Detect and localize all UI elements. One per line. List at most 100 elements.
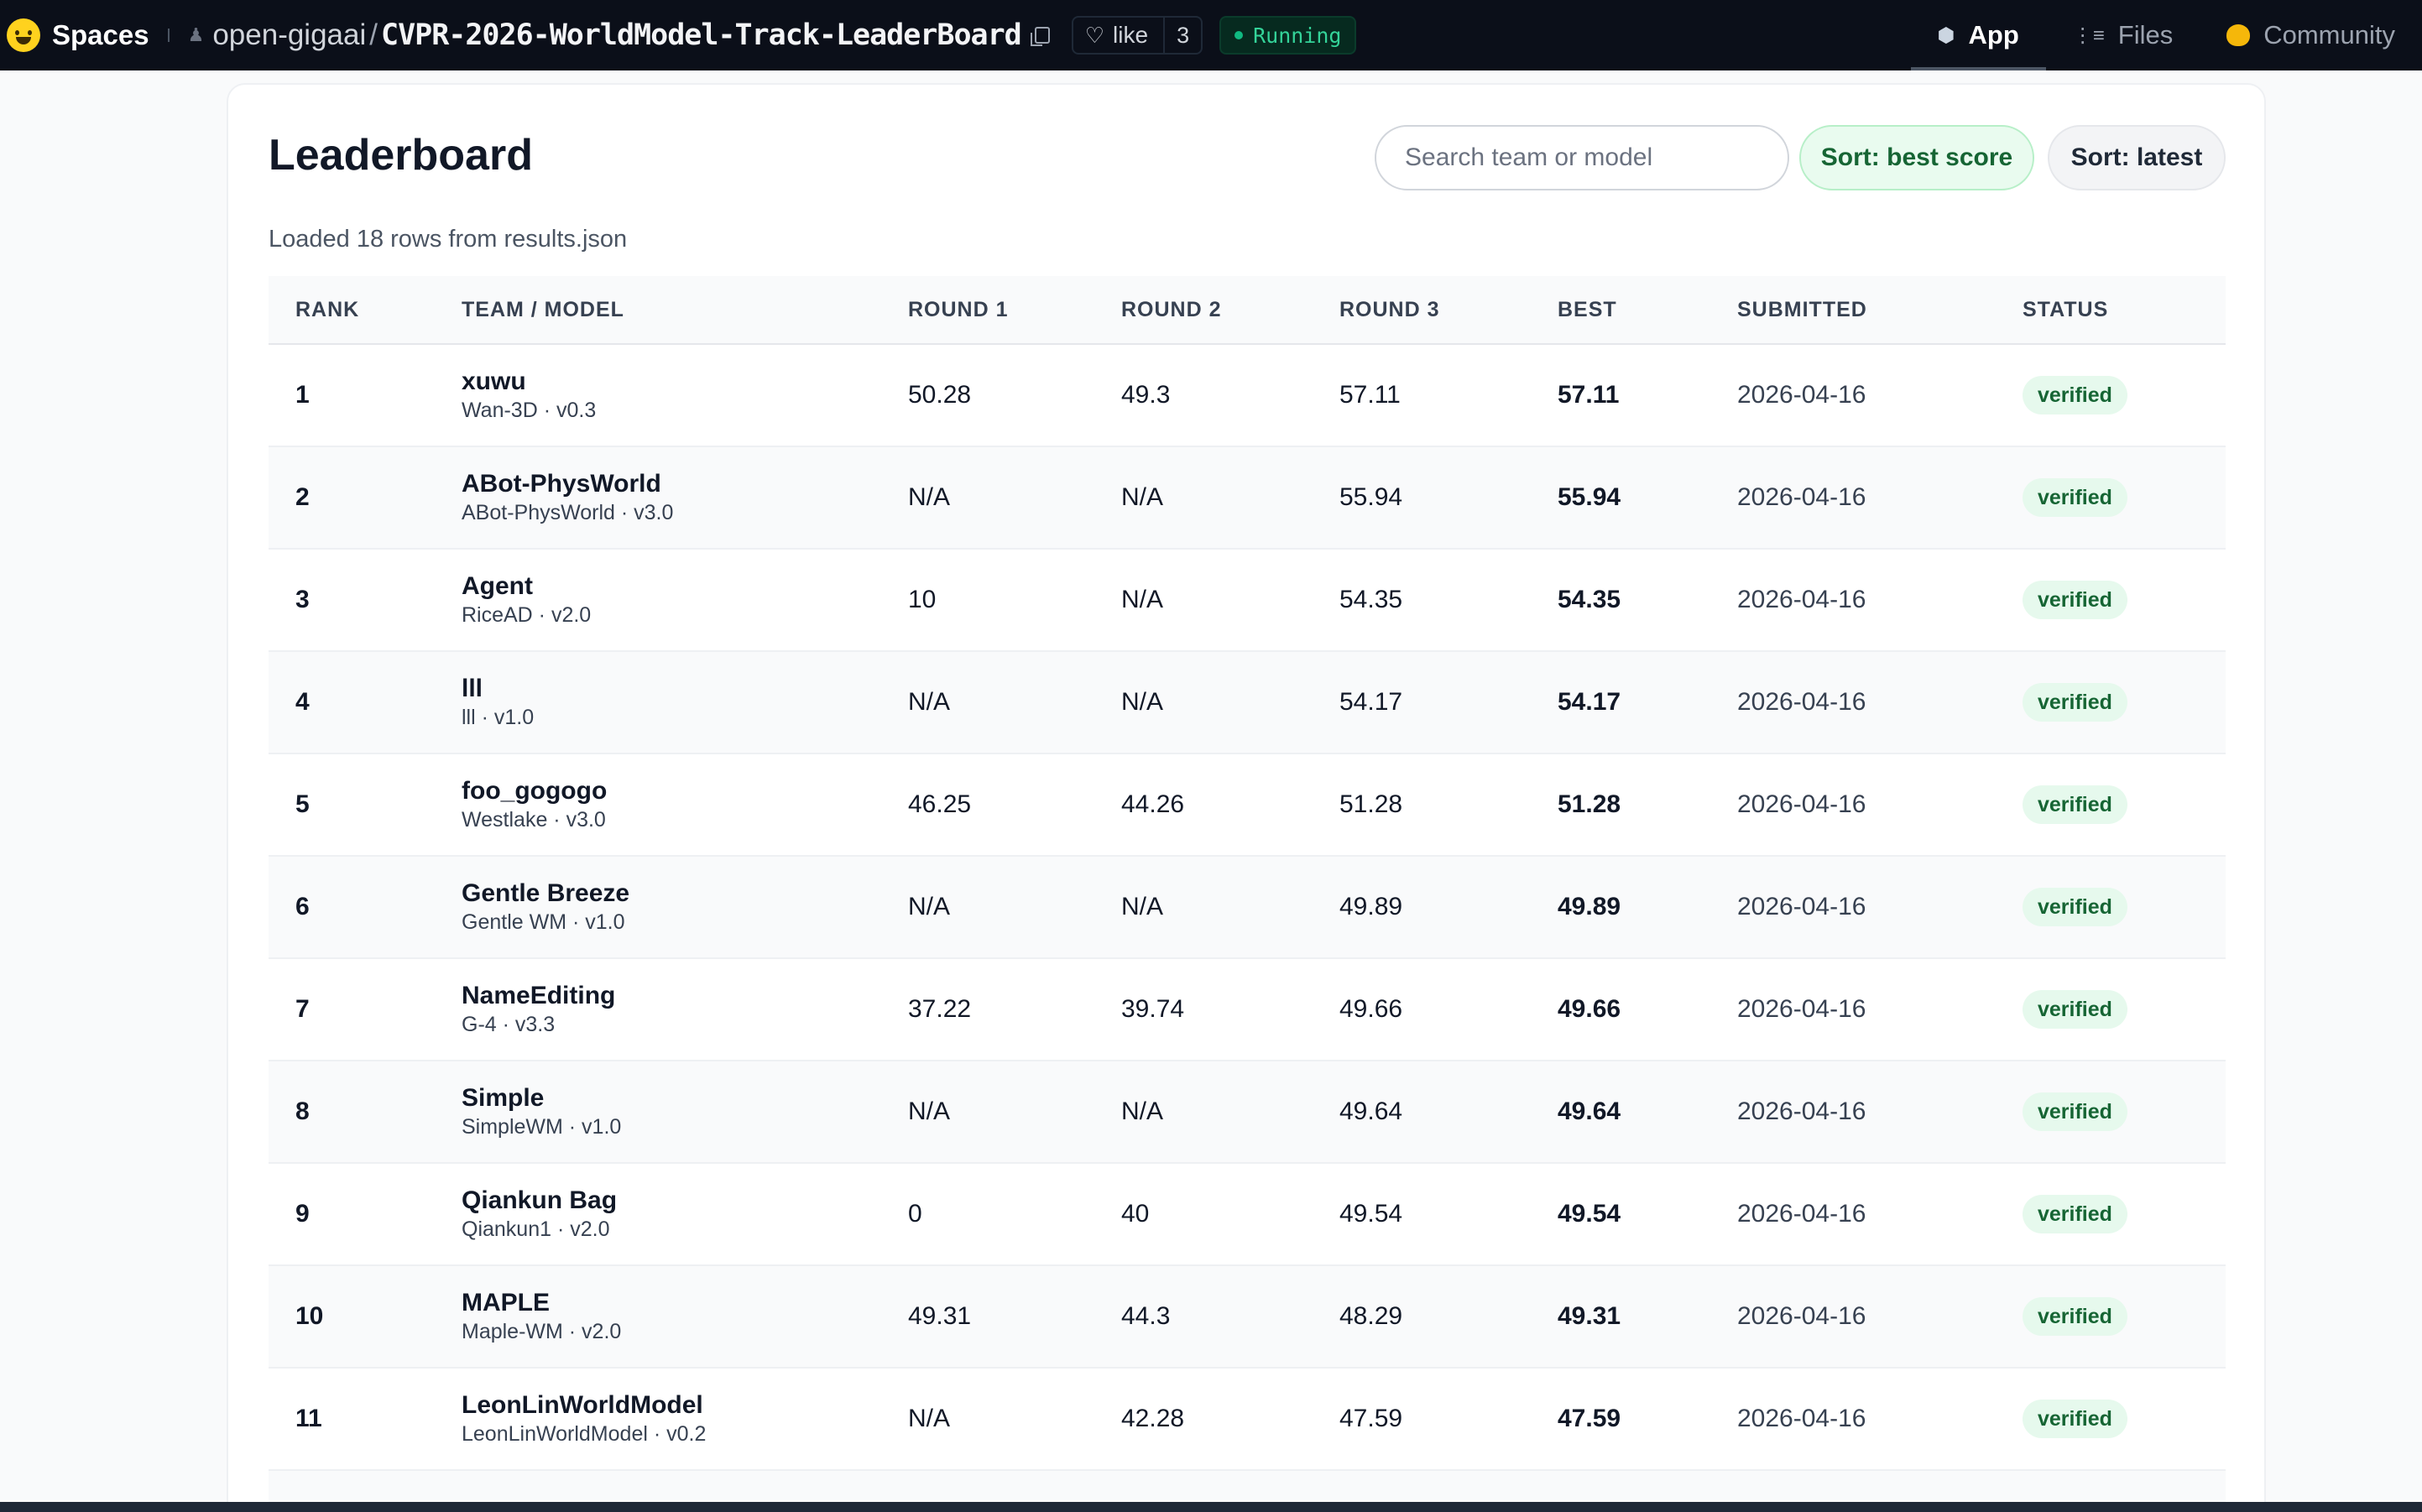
model-version: Gentle WM · v1.0	[462, 910, 625, 934]
column-header-round-1: ROUND 1	[908, 297, 1009, 321]
round-2-score: N/A	[1121, 483, 1164, 511]
table-row[interactable]: 2 ABot-PhysWorld ABot-PhysWorld · v3.0 N/A N…	[269, 447, 2226, 550]
tab-files[interactable]: ⋮≡ Files	[2046, 0, 2200, 70]
status-badge: verified	[2023, 1195, 2127, 1233]
table-row[interactable]: 10 MAPLE Maple-WM · v2.0 49.31 44.3 48.29 49.3…	[269, 1266, 2226, 1369]
team-model-cell: MAPLE Maple-WM · v2.0	[462, 1288, 621, 1345]
hugging-face-logo-icon	[7, 18, 40, 52]
round-1-score: 46.25	[908, 790, 972, 818]
table-row[interactable]: 1 xuwu Wan-3D · v0.3 50.28 49.3 57.11 57.11 202…	[269, 345, 2226, 447]
running-status-badge[interactable]: Running	[1219, 16, 1357, 55]
repo-name-link[interactable]: CVPR-2026-WorldModel-Track-LeaderBoard	[381, 18, 1022, 52]
repo-owner-link[interactable]: open-gigaai	[212, 18, 367, 51]
like-button[interactable]: ♡ like 3	[1071, 16, 1203, 55]
status-badge: verified	[2023, 785, 2127, 824]
rank-cell: 6	[295, 893, 310, 920]
like-count[interactable]: 3	[1163, 18, 1201, 53]
submitted-date: 2026-04-16	[1737, 483, 1866, 511]
best-score: 54.35	[1558, 586, 1621, 613]
user-icon: ♟	[187, 24, 205, 45]
rank-cell: 1	[295, 381, 310, 409]
model-version: RiceAD · v2.0	[462, 603, 592, 627]
table-row[interactable]: 5 foo_gogogo Westlake · v3.0 46.25 44.26 51.2…	[269, 754, 2226, 857]
status-badge: verified	[2023, 1297, 2127, 1336]
rank-cell: 4	[295, 688, 310, 716]
spaces-brand[interactable]: Spaces	[7, 18, 149, 52]
best-score: 51.28	[1558, 790, 1621, 818]
round-1-score: 49.31	[908, 1302, 972, 1330]
status-dot-icon	[1234, 31, 1244, 39]
status-badge: verified	[2023, 888, 2127, 926]
team-name: LeonLinWorldModel	[462, 1391, 703, 1419]
table-row[interactable]: 9 Qiankun Bag Qiankun1 · v2.0 0 40 49.54 49.54…	[269, 1164, 2226, 1266]
model-version: lll · v1.0	[462, 706, 535, 729]
heart-icon: ♡	[1084, 22, 1105, 48]
rows-loaded-status: Loaded 18 rows from results.json	[269, 226, 628, 253]
table-row[interactable]: 11 LeonLinWorldModel LeonLinWorldModel · v…	[269, 1369, 2226, 1471]
team-model-cell: Gentle Breeze Gentle WM · v1.0	[462, 879, 629, 936]
team-model-cell: NameEditing G-4 · v3.3	[462, 981, 615, 1038]
round-3-score: 55.94	[1339, 483, 1403, 511]
search-input[interactable]	[1375, 125, 1789, 190]
rank-cell: 7	[295, 995, 310, 1023]
team-name: xuwu	[462, 368, 526, 395]
submitted-date: 2026-04-16	[1737, 1200, 1866, 1228]
like-toggle[interactable]: ♡ like	[1073, 18, 1163, 53]
sort-best-score-button[interactable]: Sort: best score	[1799, 125, 2034, 190]
round-1-score: 50.28	[908, 381, 972, 409]
round-2-score: 49.3	[1121, 381, 1171, 409]
team-model-cell: Agent RiceAD · v2.0	[462, 571, 591, 628]
round-2-score: 44.3	[1121, 1302, 1171, 1330]
rank-cell: 8	[295, 1098, 310, 1125]
round-1-score: N/A	[908, 1098, 951, 1125]
submitted-date: 2026-04-16	[1737, 1098, 1866, 1125]
team-model-cell: foo_gogogo Westlake · v3.0	[462, 776, 607, 833]
repo-path-separator: /	[369, 18, 378, 51]
team-name: Qiankun Bag	[462, 1186, 618, 1214]
column-header-submitted: SUBMITTED	[1737, 297, 1867, 321]
window-bottom-edge	[0, 1502, 2422, 1512]
tab-community[interactable]: Community	[2200, 0, 2422, 70]
status-badge: verified	[2023, 376, 2127, 414]
round-3-score: 54.17	[1339, 688, 1403, 716]
community-icon	[2226, 24, 2251, 46]
model-version: ABot-PhysWorld · v3.0	[462, 501, 674, 524]
column-header-round-2: ROUND 2	[1121, 297, 1222, 321]
copy-icon[interactable]	[1030, 27, 1050, 46]
rank-cell: 11	[295, 1405, 322, 1432]
table-row[interactable]: 7 NameEditing G-4 · v3.3 37.22 39.74 49.66 49.…	[269, 959, 2226, 1061]
model-version: G-4 · v3.3	[462, 1013, 556, 1036]
table-row[interactable]: 6 Gentle Breeze Gentle WM · v1.0 N/A N/A 49.8…	[269, 857, 2226, 959]
round-1-score: 0	[908, 1200, 922, 1228]
rank-cell: 5	[295, 790, 310, 818]
like-label: like	[1113, 22, 1149, 48]
model-version: SimpleWM · v1.0	[462, 1115, 622, 1139]
round-3-score: 49.66	[1339, 995, 1403, 1023]
rank-cell: 2	[295, 483, 310, 511]
rank-cell: 3	[295, 586, 310, 613]
status-badge: verified	[2023, 1400, 2127, 1438]
best-score: 49.66	[1558, 995, 1621, 1023]
rank-cell: 10	[295, 1302, 324, 1330]
table-row[interactable]: 4 lll lll · v1.0 N/A N/A 54.17 54.17 2026-04-16…	[269, 652, 2226, 754]
best-score: 49.89	[1558, 893, 1621, 920]
files-icon: ⋮≡	[2072, 23, 2105, 47]
status-badge: verified	[2023, 478, 2127, 517]
space-nav-tabs: ⬢ App ⋮≡ Files Community	[1910, 0, 2422, 70]
sort-latest-button[interactable]: Sort: latest	[2048, 125, 2226, 190]
table-row[interactable]: 8 Simple SimpleWM · v1.0 N/A N/A 49.64 49.64 20…	[269, 1061, 2226, 1164]
round-1-score: N/A	[908, 483, 951, 511]
team-model-cell: LeonLinWorldModel LeonLinWorldModel · v0.…	[462, 1390, 706, 1447]
table-row[interactable]: 3 Agent RiceAD · v2.0 10 N/A 54.35 54.35 2026-0…	[269, 550, 2226, 652]
round-3-score: 51.28	[1339, 790, 1403, 818]
round-2-score: N/A	[1121, 688, 1164, 716]
team-name: Gentle Breeze	[462, 879, 630, 907]
status-badge: verified	[2023, 683, 2127, 722]
cube-icon: ⬢	[1937, 23, 1955, 47]
brand-label: Spaces	[52, 19, 149, 50]
tab-app[interactable]: ⬢ App	[1910, 0, 2046, 70]
leaderboard-table: RANK TEAM / MODEL ROUND 1 ROUND 2 ROUND …	[269, 276, 2226, 1512]
table-body: 1 xuwu Wan-3D · v0.3 50.28 49.3 57.11 57.11 202…	[269, 345, 2226, 1512]
round-1-score: N/A	[908, 1405, 951, 1432]
divider	[167, 29, 170, 42]
